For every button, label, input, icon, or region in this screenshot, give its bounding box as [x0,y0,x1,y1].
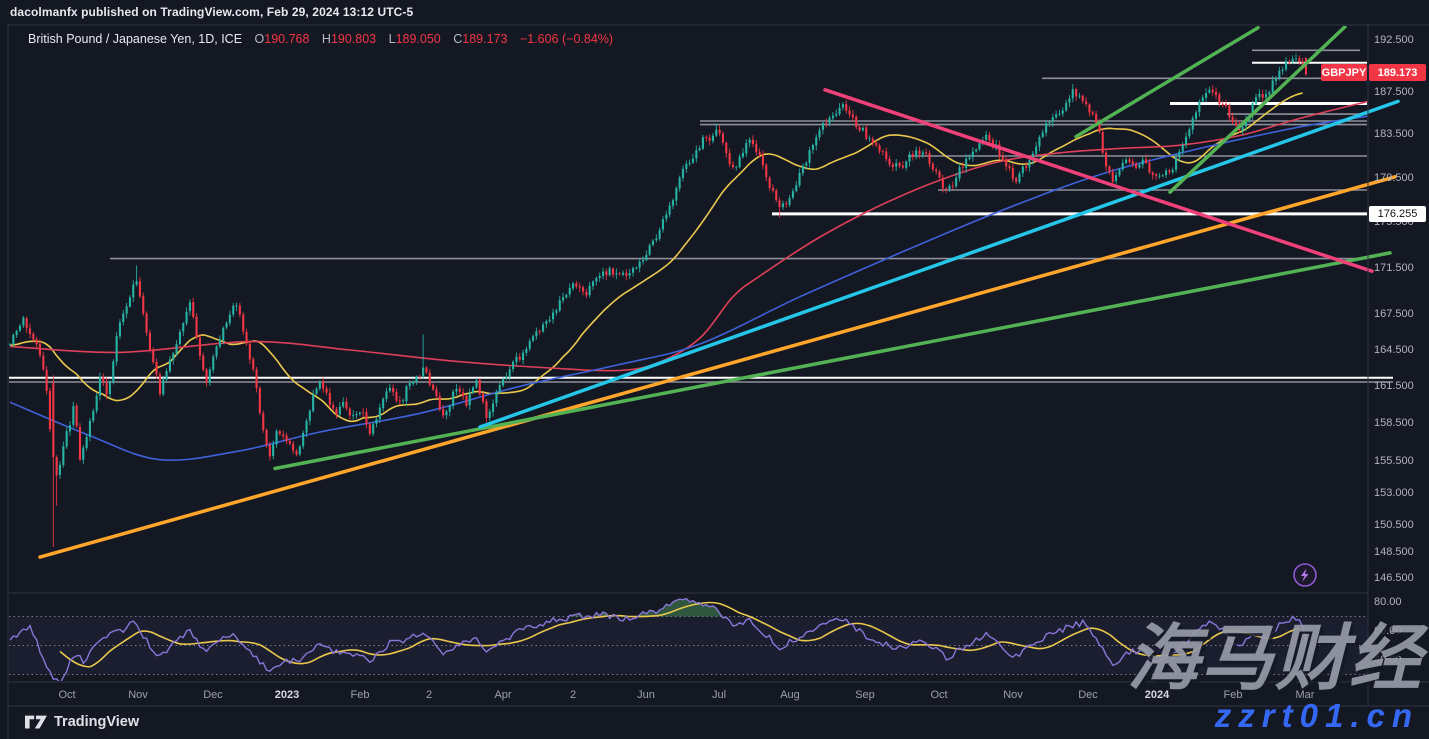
cyan-uptrend [478,99,1400,429]
tradingview-attribution[interactable]: TradingView [25,714,139,730]
time-tick-label: 2 [425,689,433,701]
change-value: −1.606 (−0.84%) [519,32,614,46]
time-tick-label: Dec [1078,689,1098,701]
tradingview-logo-icon [25,715,47,728]
publish-header: dacolmanfx published on TradingView.com,… [10,5,414,19]
time-tick-label: Feb [1223,689,1243,701]
rsi-tick-label: 80.00 [1374,596,1402,608]
price-tick-label: 146.500 [1374,572,1414,584]
green-steep-inner [1074,26,1260,139]
price-tick-label: 167.500 [1374,308,1414,320]
time-tick-label: Nov [128,689,148,701]
time-tick-label: 2024 [1144,689,1170,701]
price-tick-label: 192.500 [1374,34,1414,46]
symbol-title[interactable]: British Pound / Japanese Yen, 1D, ICE [28,32,243,46]
price-tick-label: 155.500 [1374,455,1414,467]
high-label: H [321,32,331,46]
symbol-title-row: British Pound / Japanese Yen, 1D, ICE O1… [28,32,613,46]
price-tick-label: 187.500 [1374,86,1414,98]
close-value: 189.173 [462,32,508,46]
time-tick-label: Sep [855,689,875,701]
price-tick-label: 148.500 [1374,546,1414,558]
time-tick-label: Apr [494,689,512,701]
time-tick-label: Feb [350,689,370,701]
pink-downtrend [823,88,1374,273]
price-tick-label: 171.500 [1374,262,1414,274]
time-tick-label: Dec [203,689,223,701]
close-label: C [453,32,463,46]
price-tick-label: 164.500 [1374,344,1414,356]
price-tick-label: 150.500 [1374,519,1414,531]
time-tick-label: Mar [1295,689,1315,701]
watermark-cjk: 海马财经 [1126,616,1423,700]
open-value: 190.768 [264,32,310,46]
tradingview-brand-text: TradingView [54,714,140,730]
symbol-price-tag: GBPJPY [1321,64,1367,81]
watermark-url: zzrt01.cn [1214,697,1419,734]
green-steep-outer [1168,26,1347,194]
time-tick-label: Jun [637,689,655,701]
open-label: O [254,32,265,46]
orange-long-uptrend [38,175,1397,559]
time-tick-label: Jul [711,689,727,701]
low-label: L [388,32,396,46]
price-tick-label: 179.500 [1374,172,1414,184]
time-tick-label: Nov [1003,689,1023,701]
high-value: 190.803 [330,32,377,46]
level-price-badge: 176.255 [1369,206,1426,222]
rsi-tick-label: 60.00 [1374,625,1402,637]
lightning-icon [1293,563,1317,587]
rsi-tick-label: 40.00 [1374,654,1402,666]
time-tick-label: Oct [930,689,948,701]
price-tick-label: 158.500 [1374,417,1414,429]
time-tick-label: 2023 [274,689,300,701]
price-tick-label: 183.500 [1374,128,1414,140]
green-long-uptrend [273,251,1392,471]
price-tick-label: 161.500 [1374,380,1414,392]
time-tick-label: Oct [58,689,76,701]
last-price-badge: 189.173 [1369,64,1426,81]
price-tick-label: 153.000 [1374,487,1414,499]
time-tick-label: Aug [780,689,800,701]
time-tick-label: 2 [569,689,577,701]
low-value: 189.050 [395,32,441,46]
